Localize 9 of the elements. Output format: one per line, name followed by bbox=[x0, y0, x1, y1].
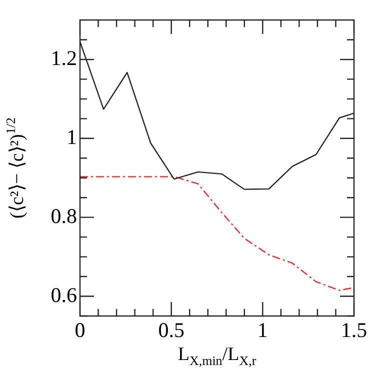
y-tick-label: 1 bbox=[66, 124, 77, 149]
x-tick-label: 0 bbox=[74, 318, 86, 342]
x-tick-label: 1 bbox=[257, 318, 268, 342]
x-tick-label: 1.5 bbox=[340, 318, 368, 342]
y-tick-label: 0.6 bbox=[50, 282, 77, 307]
x-tick-label: 0.5 bbox=[158, 318, 184, 342]
y-axis-title: (⟨c²⟩− ⟨c⟩²)1/2 bbox=[2, 117, 28, 218]
y-tick-label: 0.8 bbox=[50, 204, 77, 228]
y-tick-label: 1.2 bbox=[50, 46, 77, 70]
